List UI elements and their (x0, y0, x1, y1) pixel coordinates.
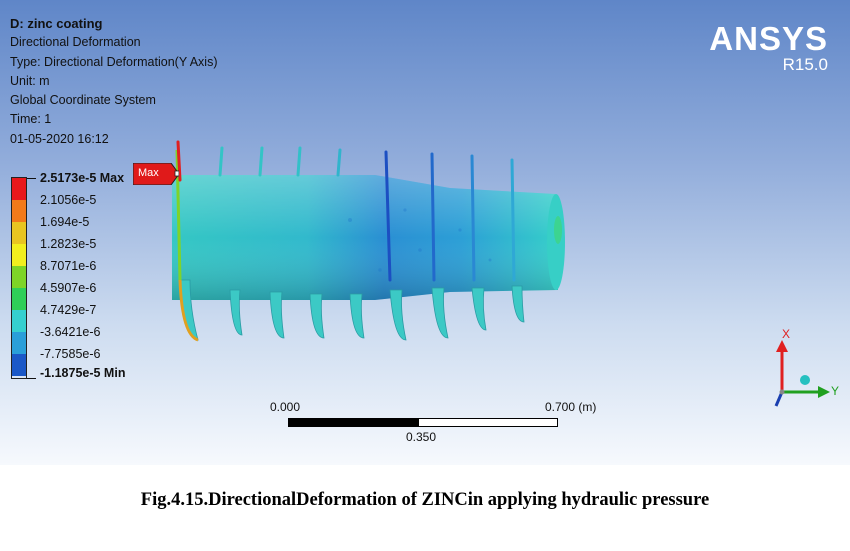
helix-blade (336, 148, 342, 177)
helix-flight (471, 287, 487, 331)
result-title: D: zinc coating (10, 16, 103, 31)
helix-flight (309, 293, 325, 339)
legend-swatch (12, 354, 26, 376)
graphics-viewport[interactable]: D: zinc coating Directional Deformation … (0, 0, 850, 465)
x-axis-label: X (782, 327, 791, 341)
helix-flight (229, 289, 243, 336)
legend-label: 8.7071e-6 (40, 259, 97, 273)
scale-start-label: 0.000 (270, 400, 301, 414)
scale-bar: 0.000 0.700 (m) 0.350 (270, 400, 600, 450)
legend-label: 4.7429e-7 (40, 303, 97, 317)
max-probe-flag[interactable] (133, 163, 179, 185)
result-info-line: Directional Deformation (10, 35, 141, 50)
legend-tick (27, 378, 36, 379)
legend-label-min: -1.1875e-5 Min (40, 366, 126, 380)
legend-label: 1.694e-5 (40, 215, 90, 229)
result-info-line: Global Coordinate System (10, 93, 156, 108)
helix-flight (431, 287, 449, 339)
legend-swatch (12, 266, 26, 288)
helix-flight (269, 291, 285, 339)
scale-mid-label: 0.350 (406, 430, 437, 444)
legend-swatch (12, 244, 26, 266)
result-info: D: zinc coating Directional Deformation … (10, 14, 218, 149)
scale-segment-dark (288, 418, 418, 427)
scale-segment-light (418, 418, 558, 427)
y-axis-label: Y (831, 384, 840, 398)
result-info-line: 01-05-2020 16:12 (10, 131, 109, 146)
legend-label: 1.2823e-5 (40, 237, 97, 251)
helix-blade (176, 140, 182, 182)
legend-swatch (12, 288, 26, 310)
legend-label-max: 2.5173e-5 Max (40, 171, 125, 185)
coordinate-triad[interactable] (760, 320, 840, 415)
deformation-contour-model[interactable] (150, 130, 580, 350)
shaft-shading (172, 175, 558, 300)
max-flag-label: Max (138, 167, 159, 179)
helix-blade (470, 154, 476, 282)
helix-blade (384, 150, 392, 282)
scale-end-label: 0.700 (m) (545, 400, 597, 414)
brand-name: ANSYS (709, 20, 828, 57)
legend-swatch (12, 178, 26, 200)
figure-caption: Fig.4.15.DirectionalDeformation of ZINCi… (140, 490, 710, 510)
legend-swatch (12, 200, 26, 222)
brand-version: R15.0 (782, 55, 828, 74)
color-legend-bar (11, 177, 27, 379)
legend-label: 4.5907e-6 (40, 281, 97, 295)
helix-flight (349, 293, 365, 339)
legend-label: 2.1056e-5 (40, 193, 97, 207)
helix-flight (511, 285, 525, 323)
legend-swatch (12, 310, 26, 332)
helix-blade (218, 146, 224, 177)
legend-swatch (12, 222, 26, 244)
legend-label: -7.7585e-6 (40, 347, 101, 361)
helix-blade (296, 146, 302, 177)
max-deformation-edge (178, 279, 199, 342)
legend-tick (27, 178, 36, 179)
legend-swatch (12, 332, 26, 354)
result-info-line: Unit: m (10, 73, 50, 88)
helix-blade (510, 158, 516, 282)
helix-blade (258, 146, 264, 177)
result-info-line: Time: 1 (10, 112, 52, 127)
result-info-line: Type: Directional Deformation(Y Axis) (10, 54, 218, 69)
legend-label: -3.6421e-6 (40, 325, 101, 339)
helix-flight (389, 289, 407, 341)
end-cap-hub (554, 216, 562, 244)
ansys-logo: ANSYS R15.0 (709, 22, 828, 74)
helix-blade (430, 152, 436, 282)
